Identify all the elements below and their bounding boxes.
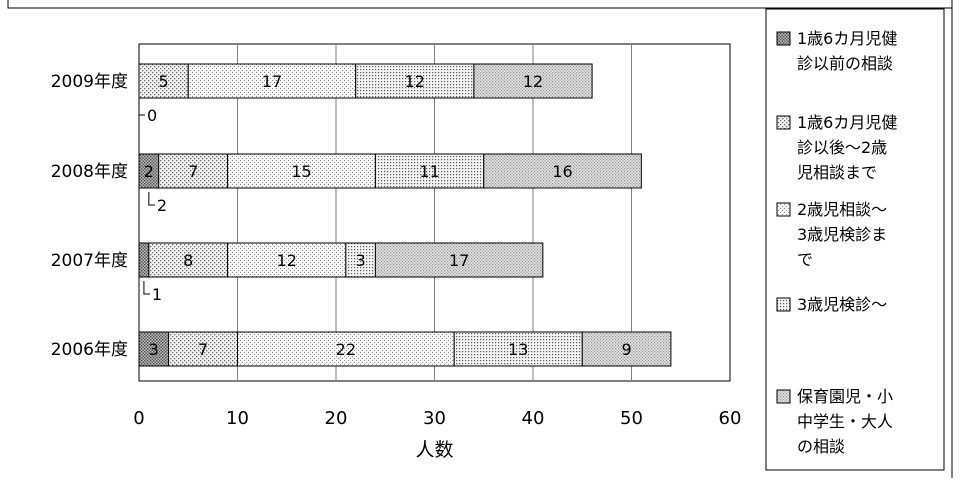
callout-line-2007年度 xyxy=(143,281,150,295)
bar-segment-2007年度-s4 xyxy=(374,242,544,278)
data-label-2007年度-s3: 3 xyxy=(356,251,366,270)
bar-segment-2008年度-s3 xyxy=(374,153,485,189)
x-tick-label-30: 30 xyxy=(423,408,446,429)
category-label-2007年度: 2007年度 xyxy=(51,251,128,271)
data-label-2006年度-s3: 13 xyxy=(508,340,528,359)
bar-segment-2006年度-s0 xyxy=(138,331,170,367)
data-label-2006年度-s4: 9 xyxy=(621,340,631,359)
data-label-2009年度-s4: 12 xyxy=(523,72,543,91)
bar-segment-2008年度-s1 xyxy=(158,153,229,189)
x-tick-label-50: 50 xyxy=(620,408,643,429)
legend-label-4-line-0: 保育園児・小 xyxy=(797,387,893,406)
data-label-2007年度-s2: 12 xyxy=(277,251,297,270)
bar-segment-2006年度-s1 xyxy=(168,331,238,367)
data-label-2009年度-s2: 17 xyxy=(262,72,282,91)
callout-line-2009年度 xyxy=(138,102,145,116)
legend-label-1-line-0: 1歳6カ月児健 xyxy=(797,113,897,132)
bar-segment-2007年度-s2 xyxy=(227,242,347,278)
callout-line-2008年度 xyxy=(148,192,155,206)
data-label-2006年度-s1: 7 xyxy=(198,340,208,359)
data-label-2008年度-s3: 11 xyxy=(419,162,439,181)
data-label-2008年度-s0: 2 xyxy=(144,162,154,181)
legend-label-2-line-0: 2歳児相談～ xyxy=(797,200,887,219)
legend-label-0-line-0: 1歳6カ月児健 xyxy=(797,29,897,48)
bar-segment-2006年度-s4 xyxy=(581,331,672,367)
callout-label-2009年度: 0 xyxy=(147,106,157,125)
category-label-2006年度: 2006年度 xyxy=(51,340,128,360)
legend-label-2-line-2: で xyxy=(797,250,813,269)
x-tick-label-20: 20 xyxy=(325,408,348,429)
legend-label-4-line-2: の相談 xyxy=(797,437,845,456)
data-label-2007年度-s1: 8 xyxy=(183,251,193,270)
x-tick-label-60: 60 xyxy=(719,408,742,429)
x-tick-label-10: 10 xyxy=(226,408,249,429)
x-tick-label-40: 40 xyxy=(522,408,545,429)
legend-label-1-line-2: 児相談まで xyxy=(797,163,877,182)
legend-label-3-line-0: 3歳児検診～ xyxy=(797,295,887,314)
legend-label-0-line-1: 診以前の相談 xyxy=(797,54,893,73)
legend-swatch-0 xyxy=(776,31,791,46)
legend-label-4-line-1: 中学生・大人 xyxy=(797,412,893,431)
callout-label-2008年度: 2 xyxy=(157,196,167,215)
data-label-2008年度-s4: 16 xyxy=(552,162,572,181)
data-label-2009年度-s1: 5 xyxy=(159,72,169,91)
data-label-2008年度-s1: 7 xyxy=(188,162,198,181)
bar-segment-2008年度-s4 xyxy=(483,153,642,189)
bar-segment-2008年度-s2 xyxy=(227,153,376,189)
data-label-2006年度-s0: 3 xyxy=(149,340,159,359)
bar-segment-2007年度-s3 xyxy=(345,242,376,278)
chart-frame-top xyxy=(7,0,953,9)
data-label-2007年度-s4: 17 xyxy=(449,251,469,270)
legend-swatch-4 xyxy=(776,389,791,404)
bar-segment-2009年度-s4 xyxy=(473,63,593,99)
legend-swatch-1 xyxy=(776,115,791,130)
bar-segment-2006年度-s3 xyxy=(453,331,583,367)
data-label-2009年度-s3: 12 xyxy=(405,72,425,91)
bar-segment-2007年度-s0 xyxy=(138,242,150,278)
legend-swatch-2 xyxy=(776,202,791,217)
callout-label-2007年度: 1 xyxy=(152,285,162,304)
data-label-2008年度-s2: 15 xyxy=(291,162,311,181)
data-label-2006年度-s2: 22 xyxy=(336,340,356,359)
bar-segment-2006年度-s2 xyxy=(237,331,455,367)
legend-label-2-line-1: 3歳児検診ま xyxy=(797,225,887,244)
legend-swatch-3 xyxy=(776,297,791,312)
category-label-2009年度: 2009年度 xyxy=(51,72,128,92)
legend-box xyxy=(765,8,945,471)
bar-segment-2009年度-s3 xyxy=(355,63,475,99)
x-tick-label-0: 0 xyxy=(133,408,144,429)
legend-label-1-line-1: 診以後～2歳 xyxy=(797,138,887,157)
category-label-2008年度: 2008年度 xyxy=(51,162,128,182)
x-axis-title: 人数 xyxy=(415,439,453,461)
